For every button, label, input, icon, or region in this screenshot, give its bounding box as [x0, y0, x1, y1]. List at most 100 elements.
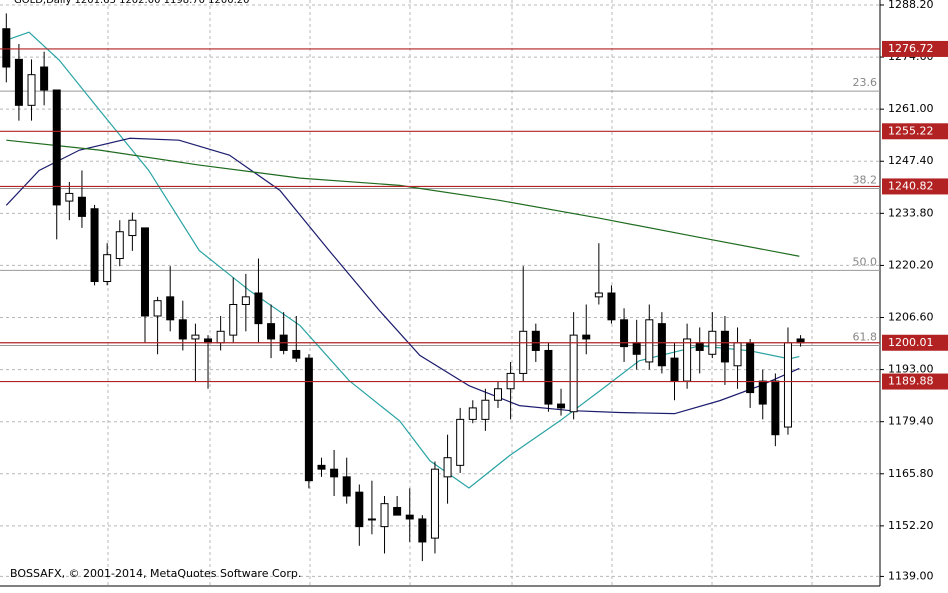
candle-body [783, 342, 792, 428]
candle-body [632, 342, 641, 355]
y-tick-label: 1220.20 [888, 258, 934, 271]
candle-body [65, 192, 74, 202]
level-label-box [882, 123, 948, 140]
candle-body [758, 380, 767, 405]
y-tick-label: 1165.80 [888, 467, 934, 480]
candle [582, 304, 591, 355]
candle-body [367, 518, 376, 521]
candle [405, 488, 414, 542]
level-label: 1189.88 [888, 375, 934, 388]
candle [355, 484, 364, 546]
candle-body [430, 468, 439, 539]
candle-body [330, 468, 339, 478]
candle-body [418, 518, 427, 543]
candle [493, 381, 502, 408]
candle-body [191, 334, 200, 340]
candle [90, 204, 99, 286]
candle [456, 407, 465, 474]
candle [430, 461, 439, 554]
candle [267, 304, 276, 359]
candle [418, 515, 427, 562]
candle [140, 227, 149, 343]
level-label: 1240.82 [888, 179, 934, 192]
candle [115, 220, 124, 267]
candle [557, 388, 566, 416]
candle [254, 258, 263, 343]
y-tick-label: 1233.80 [888, 206, 934, 219]
candle-body [620, 319, 629, 348]
candle [620, 308, 629, 362]
candle-body [405, 514, 414, 520]
y-tick-label: 1139.00 [888, 569, 934, 582]
candle [380, 495, 389, 554]
candle-body [582, 334, 591, 340]
candle-body [14, 58, 23, 106]
candle [569, 312, 578, 420]
candle [166, 266, 175, 332]
candle [292, 315, 301, 362]
fib-label: 23.6 [853, 76, 878, 89]
candle-body [493, 388, 502, 401]
candle-body [128, 219, 137, 237]
candle-body [456, 418, 465, 466]
candle-body [103, 254, 112, 283]
candle-body [355, 491, 364, 528]
candle-body [468, 407, 477, 420]
candle [229, 277, 238, 343]
y-tick-label: 1247.40 [888, 154, 934, 167]
candle-body [544, 349, 553, 405]
candle-body [670, 357, 679, 382]
candle-body [657, 323, 666, 367]
watermark: BOSSAFX, © 2001-2014, MetaQuotes Softwar… [10, 567, 301, 580]
fib-label: 38.2 [853, 173, 878, 186]
candle-body [607, 292, 616, 321]
level-label: 1255.22 [888, 124, 934, 137]
candle-body [241, 296, 250, 305]
candle [77, 170, 86, 228]
candle-body [254, 292, 263, 325]
candle-body [443, 457, 452, 478]
level-label-box [882, 373, 948, 390]
fib-label: 50.0 [853, 255, 878, 268]
candle [241, 273, 250, 332]
candle-body [267, 323, 276, 340]
moving-average [6, 139, 800, 257]
chart-title: GOLD,Daily 1201.63 1202.00 1198.70 1200.… [14, 0, 250, 6]
y-tick-label: 1288.20 [888, 0, 934, 11]
y-tick-label: 1193.00 [888, 363, 934, 376]
candle [393, 495, 402, 516]
candle-body [2, 28, 11, 68]
candle-body [166, 296, 175, 321]
candle [52, 89, 61, 240]
candle-body [569, 334, 578, 413]
candle [720, 315, 729, 385]
candle-body [683, 338, 692, 382]
candle-body [52, 89, 61, 206]
level-label: 1200.01 [888, 336, 934, 349]
candle-body [645, 319, 654, 363]
y-tick-label: 1179.40 [888, 415, 934, 428]
candle [128, 212, 137, 251]
candle [594, 243, 603, 305]
candle [27, 59, 36, 121]
candle-body [695, 342, 704, 351]
candle [544, 342, 553, 412]
level-label-box [882, 178, 948, 195]
candle-body [342, 476, 351, 497]
candle [103, 243, 112, 286]
candle-body [178, 319, 187, 340]
candle-body [115, 231, 124, 260]
candle [468, 400, 477, 424]
candle [481, 388, 490, 431]
candle [14, 44, 23, 121]
candle-body [519, 330, 528, 374]
candle-body [733, 342, 742, 367]
level-label-box [882, 40, 948, 57]
candle [330, 450, 339, 496]
candle [443, 434, 452, 504]
candle-body [304, 357, 313, 482]
candle [65, 181, 74, 221]
y-tick-label: 1152.20 [888, 519, 934, 532]
